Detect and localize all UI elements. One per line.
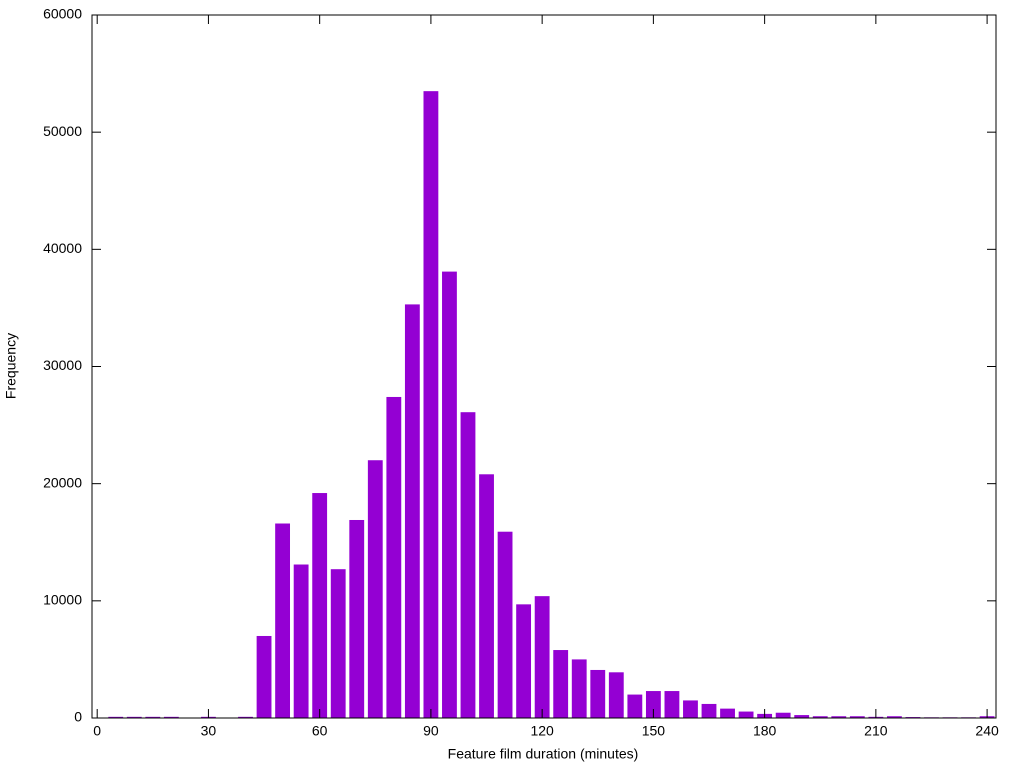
x-tick-label: 120 [530,723,554,739]
bar [256,635,272,718]
bar [349,519,365,718]
bar [683,700,698,718]
bar [126,716,142,718]
y-tick-label: 30000 [43,357,82,373]
bar [330,569,346,718]
bar [163,716,179,718]
bar [293,564,309,718]
bar [627,694,643,718]
y-tick-label: 40000 [43,240,82,256]
plot-border [91,14,997,719]
bar [701,703,717,718]
x-tick-label: 90 [423,723,439,739]
bar [571,659,587,718]
bar [553,650,569,718]
bar [423,91,439,719]
bar [831,716,847,718]
bar [145,716,161,718]
bar [367,460,383,718]
bar [849,716,865,718]
bar [516,604,532,718]
bar [886,716,902,718]
y-axis-label: Frequency [3,333,19,399]
bar [460,412,476,718]
bar [608,672,624,718]
x-axis-label: Feature film duration (minutes) [448,746,639,762]
bar [775,712,791,718]
bar [108,716,124,718]
bar [645,691,661,718]
bar [720,708,735,718]
bar [386,396,402,718]
x-tick-label: 180 [753,723,777,739]
x-tick-label: 240 [975,723,999,739]
bar [590,669,606,718]
bar [534,596,550,718]
x-tick-label: 60 [312,723,328,739]
bar [312,493,328,718]
x-tick-label: 30 [201,723,217,739]
bar [794,715,810,718]
y-tick-label: 50000 [43,123,82,139]
bar [812,716,828,718]
bar [238,716,253,718]
x-tick-label: 0 [93,723,101,739]
y-tick-label: 0 [74,709,82,725]
bar [275,523,291,718]
bar [479,474,494,718]
y-tick-label: 10000 [43,592,82,608]
bar [497,531,513,718]
bar [442,271,457,718]
bar [664,691,680,718]
x-tick-label: 210 [864,723,888,739]
y-tick-label: 20000 [43,474,82,490]
x-tick-label: 150 [642,723,666,739]
bar [404,304,420,718]
y-tick-label: 60000 [43,6,82,22]
bar [738,711,754,718]
